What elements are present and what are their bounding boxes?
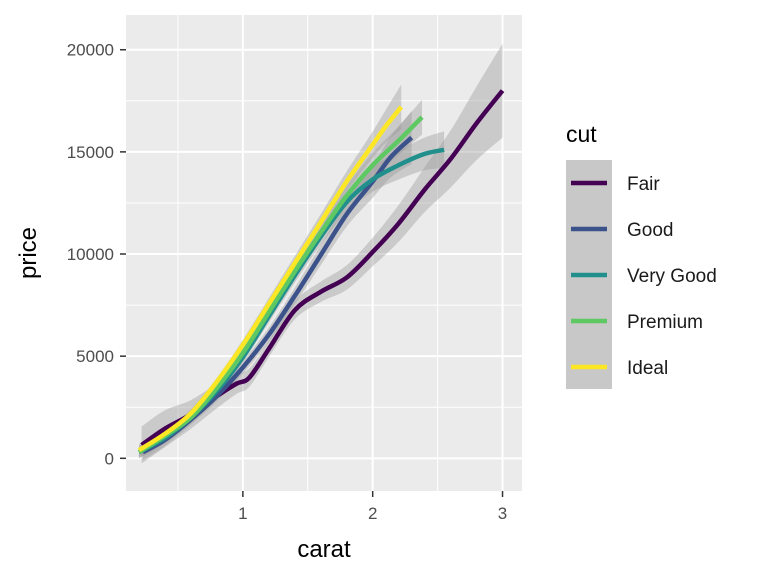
y-tick-label: 15000 [67, 143, 114, 162]
legend-label-fair: Fair [627, 174, 660, 195]
legend: cut Fair Good Very Good Premium Ideal [566, 121, 717, 389]
grid-major [126, 15, 522, 491]
legend-label-very-good: Very Good [627, 266, 717, 287]
legend-label-ideal: Ideal [627, 358, 668, 379]
y-tick-label: 0 [105, 449, 114, 468]
legend-label-premium: Premium [627, 312, 703, 333]
ribbon-good [142, 111, 412, 461]
legend-items: Fair Good Very Good Premium Ideal [571, 174, 717, 379]
series-line-ideal [137, 105, 404, 453]
x-tick-label: 1 [238, 504, 247, 523]
y-axis: 0 5000 10000 15000 20000 [67, 41, 126, 468]
legend-label-good: Good [627, 220, 673, 241]
y-tick-label: 5000 [76, 347, 114, 366]
x-axis: 1 2 3 [238, 491, 507, 523]
series-line-premium [137, 115, 424, 455]
y-tick-label: 10000 [67, 245, 114, 264]
y-tick-label: 20000 [67, 41, 114, 60]
x-tick-label: 3 [498, 504, 507, 523]
y-axis-title: price [15, 227, 42, 279]
x-tick-label: 2 [368, 504, 377, 523]
x-axis-title: carat [297, 536, 351, 563]
ribbon-very-good [138, 131, 445, 459]
legend-title: cut [566, 121, 597, 147]
series-lines [137, 89, 505, 455]
